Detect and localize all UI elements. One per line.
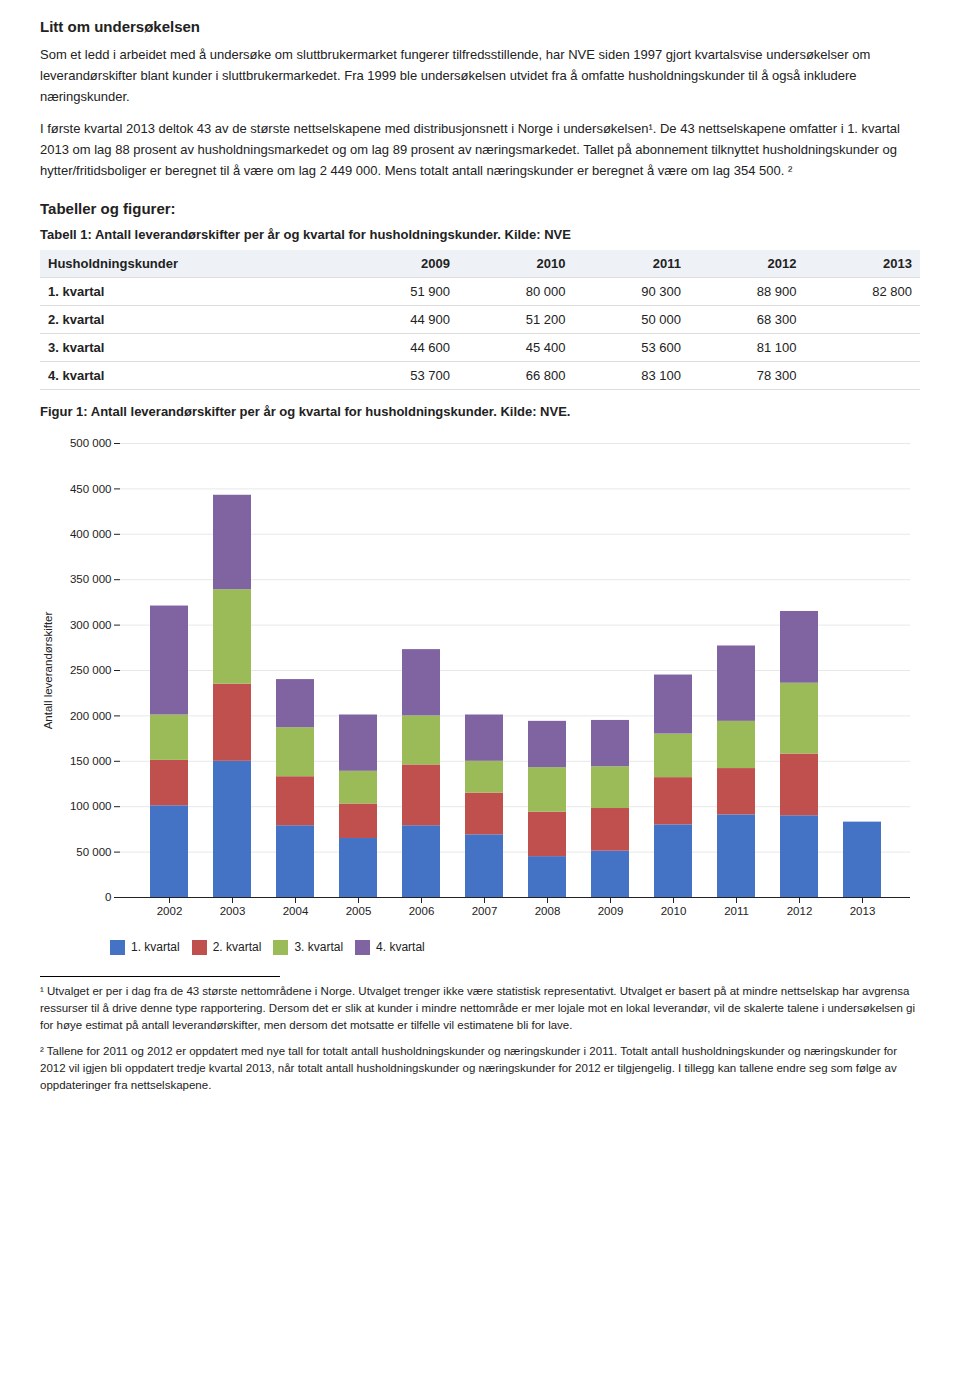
html-text:68 300: 68 300	[756, 311, 797, 327]
svg-text:Antall leverandørskifter: Antall leverandørskifter	[42, 611, 54, 729]
html-text:90 300: 90 300	[641, 283, 681, 299]
html-text:44 600: 44 600	[410, 339, 450, 355]
html-text:50 000: 50 000	[641, 311, 681, 327]
svg-text:500 000: 500 000	[70, 437, 112, 449]
html-text:51 200: 51 200	[525, 311, 566, 327]
html-text:3. kvartal: 3. kvartal	[294, 940, 344, 955]
svg-text:2002: 2002	[157, 904, 183, 916]
html-text:44 900: 44 900	[410, 311, 450, 327]
html-text:Tabell 1: Antall leverandørski: Tabell 1: Antall leverandørskifter per å…	[40, 226, 571, 242]
html-text:Som et ledd i arbeidet med å u: Som et ledd i arbeidet med å undersøke o…	[40, 47, 871, 104]
svg-text:350 000: 350 000	[70, 573, 112, 585]
html-text:Husholdningskunder: Husholdningskunder	[48, 255, 178, 271]
html-text:53 600: 53 600	[641, 339, 681, 355]
svg-text:2005: 2005	[346, 904, 372, 916]
html-text:2009: 2009	[421, 255, 450, 271]
svg-text:2013: 2013	[850, 904, 876, 916]
html-text:45 400: 45 400	[525, 339, 566, 355]
svg-text:2003: 2003	[220, 904, 246, 916]
html-text:3. kvartal: 3. kvartal	[48, 339, 105, 355]
svg-text:2004: 2004	[283, 904, 309, 916]
svg-text:2007: 2007	[472, 904, 498, 916]
html-text:4. kvartal: 4. kvartal	[48, 367, 105, 383]
html-text:¹ Utvalget er per i dag fra de: ¹ Utvalget er per i dag fra de 43 størst…	[40, 984, 916, 1032]
html-text:1. kvartal: 1. kvartal	[131, 940, 180, 955]
svg-text:2010: 2010	[661, 904, 687, 916]
svg-text:250 000: 250 000	[70, 664, 112, 676]
svg-text:300 000: 300 000	[70, 619, 112, 631]
html-text:Figur 1: Antall leverandørskif: Figur 1: Antall leverandørskifter per år…	[40, 403, 571, 419]
html-text:2013: 2013	[883, 255, 912, 271]
svg-text:50 000: 50 000	[76, 846, 111, 858]
svg-text:400 000: 400 000	[70, 528, 112, 540]
html-text:53 700: 53 700	[410, 367, 450, 383]
html-text:I første kvartal 2013 deltok 4: I første kvartal 2013 deltok 43 av de st…	[40, 121, 900, 178]
svg-text:2012: 2012	[787, 904, 813, 916]
html-text:2011: 2011	[652, 255, 681, 271]
html-text:81 100: 81 100	[756, 339, 797, 355]
svg-text:2009: 2009	[598, 904, 624, 916]
html-text:80 000: 80 000	[525, 283, 566, 299]
html-text:² Tallene for 2011 og 2012 er: ² Tallene for 2011 og 2012 er oppdatert …	[40, 1044, 898, 1091]
html-text:1. kvartal: 1. kvartal	[48, 283, 105, 299]
svg-text:2008: 2008	[535, 904, 561, 916]
html-text:82 800: 82 800	[872, 283, 912, 299]
html-text:66 800: 66 800	[525, 367, 566, 383]
html-text:78 300: 78 300	[756, 367, 797, 383]
html-text:Tabeller og figurer:: Tabeller og figurer:	[40, 199, 176, 217]
html-text:Litt om undersøkelsen: Litt om undersøkelsen	[40, 18, 200, 35]
svg-text:2011: 2011	[724, 904, 749, 916]
html-text:51 900: 51 900	[410, 283, 450, 299]
html-text:2. kvartal: 2. kvartal	[48, 311, 105, 327]
html-text:4. kvartal: 4. kvartal	[376, 940, 425, 955]
svg-text:150 000: 150 000	[70, 755, 112, 767]
html-text:2010: 2010	[536, 255, 566, 271]
svg-text:100 000: 100 000	[70, 800, 112, 812]
html-text:2012: 2012	[767, 255, 797, 271]
svg-text:0: 0	[105, 891, 111, 903]
html-text:2. kvartal: 2. kvartal	[212, 940, 262, 955]
svg-text:200 000: 200 000	[70, 709, 112, 721]
svg-text:450 000: 450 000	[70, 482, 112, 494]
html-text:88 900: 88 900	[756, 283, 797, 299]
html-text:83 100: 83 100	[641, 367, 681, 383]
svg-text:2006: 2006	[409, 904, 435, 916]
